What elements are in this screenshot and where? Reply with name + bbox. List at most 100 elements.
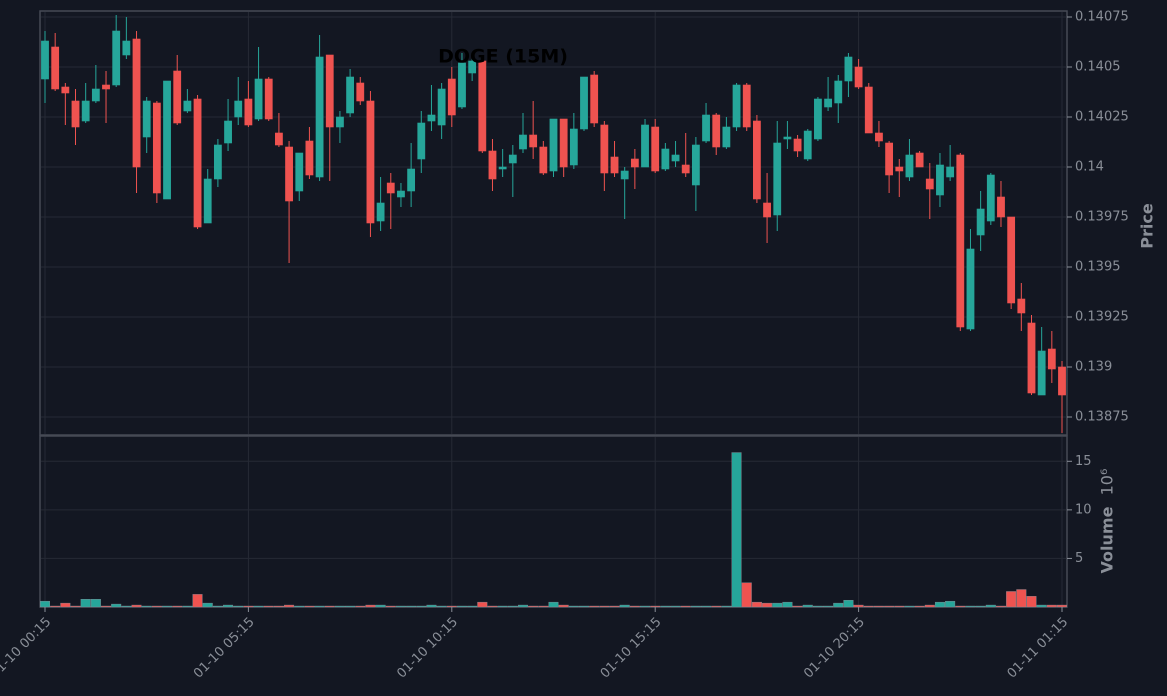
candle-body [224,120,232,144]
volume-bar [873,605,884,608]
candle-body [183,100,192,112]
candle-body [783,136,792,140]
volume-bar [965,605,976,608]
candle-body [793,138,802,152]
volume-bar [650,605,661,608]
volume-bar [568,605,579,608]
candle-body [478,60,487,152]
candle-body [295,152,304,192]
volume-bar [955,605,966,608]
volume-bar [599,605,610,608]
chart-title: DOGE (15M) [438,46,568,68]
candle-body [986,174,995,222]
candle-body [356,82,365,102]
volume-bar [660,605,671,608]
volume-bar [334,605,345,608]
y-tick-label: 15 [1075,454,1092,469]
volume-bar [701,605,712,608]
candle-body [213,144,222,180]
volume-bar [1006,591,1017,608]
y-tick-label: 0.14025 [1075,110,1129,125]
candle-body [824,98,832,108]
volume-bar [751,601,762,608]
volume-bar [60,602,71,608]
price-axis-label: Price [1138,203,1157,249]
volume-bar [762,602,773,608]
candle-body [407,168,416,192]
candle-body [376,202,385,222]
candle-body [173,70,182,124]
volume-bar [589,605,600,608]
candle-body [1047,348,1056,370]
volume-bar [517,604,528,608]
candle-body [203,178,212,224]
candle-body [336,116,344,128]
volume-bar [121,605,132,608]
volume-bar [253,605,264,608]
candle-body [844,56,853,82]
candle-body [620,170,629,180]
candle-body [305,140,314,176]
candle-body [641,124,649,168]
volume-bar [670,605,681,608]
candle-body [895,166,904,172]
candle-body [61,86,70,94]
volume-bar [833,602,844,608]
volume-bar [629,605,640,608]
volume-bar [995,605,1006,608]
volume-bar [792,605,803,608]
candle-body [71,100,80,128]
candle-body [803,130,812,160]
candle-body [997,196,1005,218]
volume-scale-label: 10⁶ [1098,469,1117,496]
y-tick-label: 0.13875 [1075,410,1129,425]
volume-bar [375,604,386,608]
candle-body [529,134,538,148]
volume-bar [1036,604,1047,608]
volume-bar [1016,589,1027,608]
volume-bar [945,600,956,608]
volume-bar [304,605,315,608]
y-tick-label: 5 [1075,551,1083,566]
volume-bar [558,604,569,608]
volume-bar [843,600,854,608]
volume-bar [497,605,508,608]
volume-bar [528,605,539,608]
volume-bar [985,604,996,608]
volume-bar [192,594,203,608]
volume-bar [619,604,630,608]
candle-body [834,80,843,104]
candle-body [915,152,924,168]
candle-body [539,146,548,174]
volume-bar [741,582,752,608]
candle-body [864,86,873,134]
candle-body [468,60,477,74]
volume-panel [39,435,1068,608]
volume-bar [477,601,488,608]
volume-bar [853,604,864,608]
candle-body [814,98,822,140]
volume-bar [273,605,284,608]
candle-body [91,88,100,102]
candle-body [41,40,49,80]
volume-bar [446,605,457,608]
candle-body [966,248,975,330]
candle-body [885,142,894,176]
candle-body [610,156,619,174]
volume-bar [416,605,427,608]
volume-bar [640,605,651,608]
volume-bar [101,605,112,608]
volume-bar [934,601,945,608]
volume-bar [172,605,183,608]
candle-body [590,74,599,124]
y-tick-label: 0.14075 [1075,10,1129,25]
candle-body [549,118,558,172]
y-tick-label: 0.1395 [1075,260,1121,275]
volume-bar [1056,604,1067,608]
candle-body [498,166,507,170]
candle-body [905,154,914,178]
candle-body [346,76,354,114]
volume-bar [538,605,549,608]
candle-body [559,118,568,168]
candle-body [315,56,324,178]
